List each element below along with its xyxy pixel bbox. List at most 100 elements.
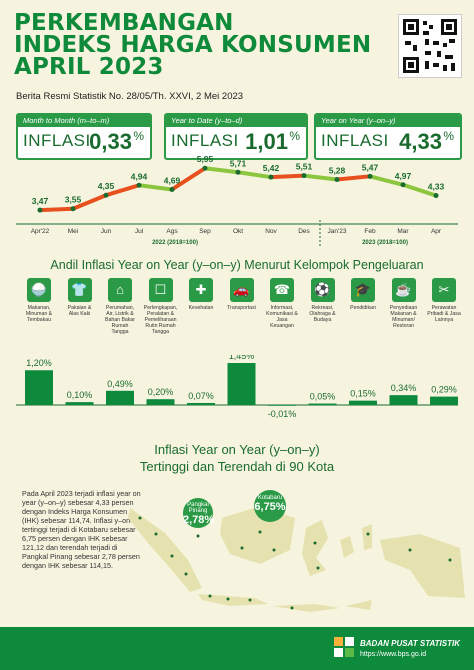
title-line-1: PERKEMBANGAN bbox=[14, 10, 234, 36]
category-label: Makanan, Minuman & Tembakau bbox=[25, 305, 53, 323]
category-label: Pakaian & Alas Kaki bbox=[67, 305, 92, 317]
category-label: Perumahan, Air, Listrik & Bahan Bakar Ru… bbox=[105, 305, 135, 335]
bar bbox=[227, 363, 256, 405]
card-unit: % bbox=[443, 129, 454, 143]
x-tick-label: Mar bbox=[397, 228, 409, 235]
bar-value-label: 0,20% bbox=[148, 387, 174, 397]
bar bbox=[146, 399, 175, 405]
lowest-city-value: 2,78% bbox=[183, 514, 215, 526]
health-icon: ✚ bbox=[189, 278, 213, 302]
card-unit: % bbox=[133, 129, 144, 143]
card-label: INFLASI bbox=[321, 131, 389, 150]
bps-logo-icon bbox=[334, 637, 354, 657]
x-tick-label: Okt bbox=[233, 228, 243, 235]
title-line-2: INDEKS HARGA KONSUMEN bbox=[14, 32, 372, 58]
lowest-city-bubble: Pangkal Pinang 2,78% bbox=[183, 498, 215, 528]
category-sport-icon: ⚽ Rekreasi, Olahraga & Budaya bbox=[306, 278, 340, 323]
data-point bbox=[136, 182, 142, 188]
x-tick-label: Jun bbox=[101, 228, 112, 235]
car-icon: 🚗 bbox=[229, 278, 254, 302]
card-year-to-date: Year to Date (y–to–d) INFLASI 1,01 % bbox=[164, 113, 308, 160]
bar bbox=[430, 396, 458, 405]
card-caption: Year on Year (y–on–y) bbox=[316, 115, 460, 127]
furniture-icon: ☐ bbox=[148, 278, 173, 302]
line-segment bbox=[71, 193, 108, 211]
x-tick-label: Mei bbox=[68, 228, 78, 235]
data-point bbox=[367, 173, 373, 179]
card-caption: Year to Date (y–to–d) bbox=[166, 115, 306, 127]
bar bbox=[65, 402, 94, 405]
bar bbox=[268, 405, 296, 406]
bar-value-label: 0,10% bbox=[67, 390, 93, 400]
release-subtitle: Berita Resmi Statistik No. 28/05/Th. XXV… bbox=[16, 91, 244, 102]
contribution-bar-chart: 1,20% 0,10% 0,49% 0,20% 0,07% 1,45% -0,01% 0,05… bbox=[16, 355, 458, 419]
line-segment bbox=[368, 174, 405, 187]
category-house-icon: ⌂ Perumahan, Air, Listrik & Bahan Bakar R… bbox=[103, 278, 137, 335]
card-value: 0,33 bbox=[89, 129, 132, 154]
data-label: 5,28 bbox=[329, 166, 346, 176]
qr-code-icon[interactable] bbox=[398, 14, 462, 78]
card-month-to-month: Month to Month (m–to–m) INFLASI 0,33 % bbox=[16, 113, 152, 160]
data-label: 4,97 bbox=[395, 171, 412, 181]
category-restaurant-icon: ☕ Penyediaan Makanan & Minuman/ Restoran bbox=[387, 278, 421, 329]
card-unit: % bbox=[289, 129, 300, 143]
line-segment bbox=[104, 183, 141, 198]
card-value: 1,01 bbox=[245, 129, 288, 154]
data-point bbox=[268, 174, 274, 180]
group-label-2022: 2022 (2018=100) bbox=[152, 240, 198, 246]
line-segment bbox=[236, 170, 273, 180]
data-point bbox=[202, 165, 208, 171]
map-description: Pada April 2023 terjadi inflasi year on … bbox=[22, 489, 141, 570]
data-point bbox=[235, 169, 241, 175]
line-segment bbox=[38, 206, 75, 213]
x-tick-label: Feb bbox=[364, 228, 376, 235]
data-label: 5,71 bbox=[230, 158, 247, 168]
bar bbox=[187, 402, 215, 405]
category-label: Kesehatan bbox=[188, 305, 214, 311]
bar-value-label: 0,34% bbox=[391, 383, 417, 393]
food-icon: 🍚 bbox=[27, 278, 51, 302]
card-value: 4,33 bbox=[399, 129, 442, 154]
category-graduation-icon: 🎓 Pendidikan bbox=[346, 278, 380, 311]
bar bbox=[106, 390, 134, 405]
category-label: Pendidikan bbox=[350, 305, 376, 311]
bar-value-label: 0,05% bbox=[310, 392, 336, 402]
x-tick-label: Des bbox=[298, 228, 310, 235]
card-label: INFLASI bbox=[171, 131, 239, 150]
bar bbox=[349, 400, 377, 405]
graduation-icon: 🎓 bbox=[351, 278, 375, 302]
bar bbox=[308, 403, 337, 405]
footer-bar: BADAN PUSAT STATISTIK https://www.bps.go… bbox=[0, 627, 474, 670]
line-segment bbox=[137, 183, 174, 192]
category-phone-icon: ☎ Informasi, Komunikasi & Jasa Keuangan bbox=[265, 278, 299, 329]
bar bbox=[25, 370, 53, 405]
lowest-city-name: Pangkal Pinang bbox=[187, 502, 209, 514]
line-segment bbox=[302, 173, 339, 182]
line-segment bbox=[401, 182, 438, 198]
category-care-icon: ✂ Perawatan Pribadi & Jasa Lainnya bbox=[427, 278, 461, 323]
card-year-on-year: Year on Year (y–on–y) INFLASI 4,33 % bbox=[314, 113, 462, 160]
x-tick-label: Apr'22 bbox=[31, 228, 50, 235]
map-title-line-2: Tertinggi dan Terendah di 90 Kota bbox=[139, 459, 335, 474]
x-tick-label: Ags bbox=[166, 228, 178, 235]
card-caption: Month to Month (m–to–m) bbox=[18, 115, 150, 127]
category-label: Perawatan Pribadi & Jasa Lainnya bbox=[427, 305, 461, 323]
bar-value-label: 0,49% bbox=[107, 379, 133, 389]
agency-url[interactable]: https://www.bps.go.id bbox=[360, 651, 427, 658]
house-icon: ⌂ bbox=[108, 278, 132, 302]
x-tick-label: Jul bbox=[135, 228, 144, 235]
shirt-icon: 👕 bbox=[67, 278, 92, 302]
category-label: Penyediaan Makanan & Minuman/ Restoran bbox=[389, 305, 418, 329]
category-car-icon: 🚗 Transportasi bbox=[225, 278, 259, 311]
card-label: INFLASI bbox=[23, 131, 91, 150]
data-label: 5,51 bbox=[296, 162, 313, 172]
agency-name: BADAN PUSAT STATISTIK bbox=[360, 639, 460, 648]
data-label: 4,94 bbox=[131, 171, 148, 181]
page-title: PERKEMBANGAN INDEKS HARGA KONSUMEN APRIL… bbox=[14, 10, 372, 80]
restaurant-icon: ☕ bbox=[391, 278, 416, 302]
title-line-3: APRIL 2023 bbox=[14, 54, 164, 80]
category-label: Perlengkapan, Peralatan & Pemeliharaan R… bbox=[143, 305, 178, 335]
category-shirt-icon: 👕 Pakaian & Alas Kaki bbox=[63, 278, 97, 317]
x-tick-label: Jan'23 bbox=[328, 228, 347, 235]
data-point bbox=[433, 193, 439, 199]
